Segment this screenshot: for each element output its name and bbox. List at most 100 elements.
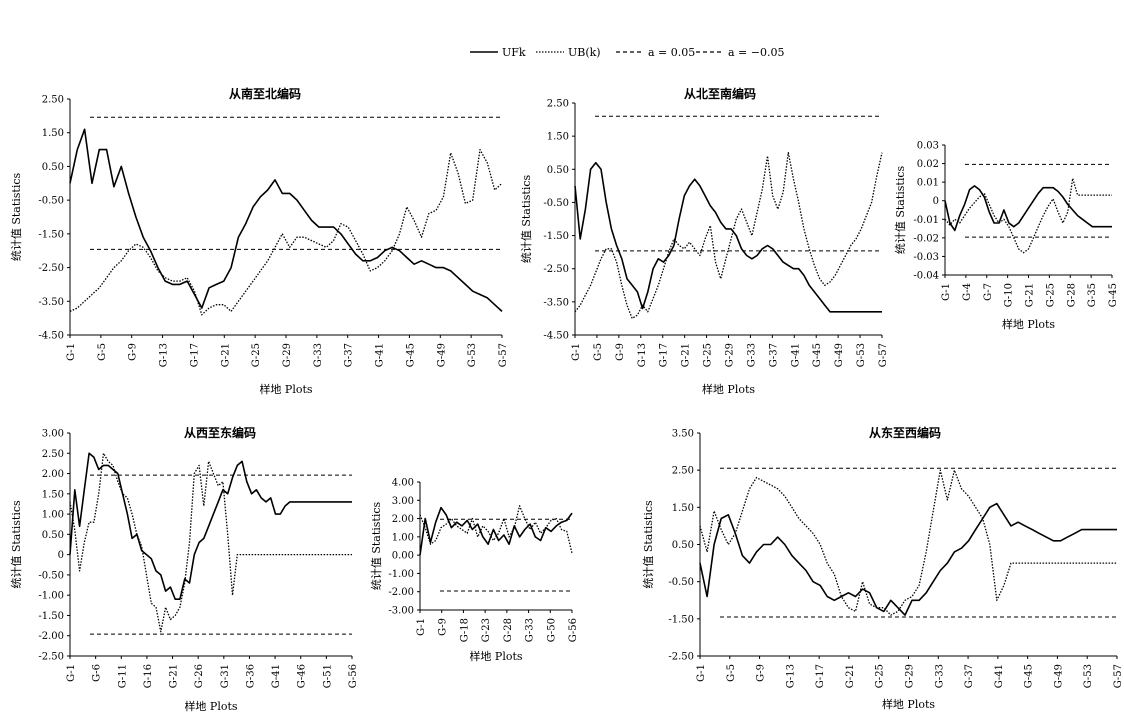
series-line-ufk — [944, 185, 1112, 232]
x-tick-label: G-21 — [1025, 283, 1036, 307]
x-tick-label: G-5 — [593, 343, 604, 361]
x-tick-label: G-37 — [964, 664, 975, 688]
y-tick-label: 0 — [933, 196, 939, 207]
x-tick-label: G-26 — [194, 664, 205, 688]
x-tick-label: G-1 — [696, 664, 707, 682]
x-tick-label: G-1 — [66, 664, 77, 682]
y-tick-label: -2.50 — [668, 652, 694, 663]
legend-ufk-label: UFk — [502, 46, 526, 59]
x-tick-label: G-13 — [637, 343, 648, 367]
x-tick-label: G-21 — [169, 664, 180, 688]
x-tick-label: G-49 — [1053, 664, 1064, 688]
chart-title: 从北至南编码 — [684, 86, 756, 101]
x-tick-label: G-41 — [271, 664, 282, 688]
chart-p2i: 0.03 0.02 0.01 0 -0.01 -0.02 -0.03 -0.04G-1 G-4 G… — [894, 141, 1119, 332]
y-axis-label: 统计值 Statistics — [520, 174, 533, 263]
series-line-ufk — [69, 128, 503, 312]
y-tick-label: 1.50 — [42, 489, 64, 500]
y-tick-label: -1.50 — [38, 611, 64, 622]
chart-p1: 2.501.500.50-0.50-1.50-2.50-3.50-4.50G-1… — [10, 86, 509, 396]
y-tick-label: -2.00 — [38, 631, 64, 642]
y-tick-label: 2.50 — [672, 466, 694, 477]
y-tick-label: -4.50 — [543, 331, 569, 342]
x-axis-label: 样地 Plots — [882, 697, 935, 711]
y-axis-label: 统计值 Statistics — [642, 500, 655, 589]
x-tick-label: G-9 — [438, 618, 449, 636]
x-tick-label: G-46 — [297, 664, 308, 688]
legend-ubk-label: UB(k) — [568, 46, 601, 59]
x-tick-label: G-1 — [66, 343, 77, 361]
x-tick-label: G-18 — [459, 618, 470, 642]
y-tick-label: -0.01 — [913, 215, 939, 226]
y-tick-label: 1.50 — [42, 128, 64, 139]
y-tick-label: -0.50 — [38, 570, 64, 581]
y-tick-label: -1.50 — [543, 231, 569, 242]
y-tick-label: 3.50 — [672, 429, 694, 440]
x-tick-label: G-37 — [768, 343, 779, 367]
x-axis-label: 样地 Plots — [1002, 317, 1055, 331]
chart-p2: 2.501.500.50-0.50-1.50-2.50-3.50-4.50G-1… — [520, 86, 889, 396]
x-tick-label: G-13 — [785, 664, 796, 688]
x-tick-label: G-49 — [834, 343, 845, 367]
chart-title: 从东至西编码 — [869, 425, 941, 440]
x-tick-label: G-45 — [812, 343, 823, 367]
x-tick-label: G-41 — [994, 664, 1005, 688]
x-tick-label: G-9 — [615, 343, 626, 361]
y-tick-label: -0.50 — [38, 196, 64, 207]
x-axis-label: 样地 Plots — [184, 699, 237, 713]
x-tick-label: G-1 — [941, 283, 952, 301]
y-tick-label: 2.00 — [392, 514, 414, 525]
x-tick-label: G-21 — [681, 343, 692, 367]
x-tick-label: G-45 — [1108, 283, 1119, 307]
x-tick-label: G-35 — [1087, 283, 1098, 307]
y-tick-label: 2.50 — [547, 99, 569, 110]
x-axis-label: 样地 Plots — [469, 649, 522, 663]
x-tick-label: G-6 — [92, 664, 103, 682]
x-tick-label: G-29 — [282, 343, 293, 367]
series-line-ubk — [69, 148, 503, 316]
y-tick-label: 0.01 — [917, 178, 939, 189]
x-tick-label: G-56 — [568, 618, 579, 642]
chart-title: 从西至东编码 — [184, 425, 256, 440]
x-tick-label: G-29 — [905, 664, 916, 688]
x-tick-label: G-33 — [313, 343, 324, 367]
y-tick-label: 3.00 — [392, 496, 414, 507]
x-tick-label: G-28 — [1066, 283, 1077, 307]
x-tick-label: G-57 — [878, 343, 889, 367]
x-tick-label: G-23 — [481, 618, 492, 642]
x-tick-label: G-53 — [856, 343, 867, 367]
x-tick-label: G-1 — [571, 343, 582, 361]
series-line-ufk — [699, 502, 1117, 616]
x-axis-label: 样地 Plots — [702, 382, 755, 396]
y-tick-label: 0.03 — [917, 141, 939, 152]
chart-p3i: 4.00 3.00 2.00 1.00 0.00 -1.00 -2.00 -3.00G-1 G-… — [370, 478, 579, 664]
series-line-ubk — [944, 177, 1112, 254]
x-tick-label: G-21 — [220, 343, 231, 367]
y-tick-label: -3.50 — [543, 297, 569, 308]
x-tick-label: G-57 — [498, 343, 509, 367]
y-tick-label: 2.00 — [42, 469, 64, 480]
x-tick-label: G-21 — [845, 664, 856, 688]
x-tick-label: G-37 — [344, 343, 355, 367]
x-tick-label: G-45 — [1024, 664, 1035, 688]
x-tick-label: G-41 — [375, 343, 386, 367]
x-tick-label: G-17 — [815, 664, 826, 688]
x-tick-label: G-36 — [245, 664, 256, 688]
y-tick-label: -4.50 — [38, 331, 64, 342]
x-tick-label: G-51 — [322, 664, 333, 688]
x-tick-label: G-4 — [962, 283, 973, 301]
y-tick-label: 2.50 — [42, 449, 64, 460]
y-tick-label: 0 — [58, 550, 64, 561]
y-tick-label: -1.50 — [668, 614, 694, 625]
x-tick-label: G-33 — [934, 664, 945, 688]
y-tick-label: -1.50 — [38, 229, 64, 240]
x-tick-label: G-1 — [416, 618, 427, 636]
y-tick-label: 2.50 — [42, 95, 64, 106]
x-tick-label: G-28 — [503, 618, 514, 642]
x-tick-label: G-25 — [1045, 283, 1056, 307]
legend: UFk UB(k) a = 0.05 a = −0.05 — [470, 46, 784, 59]
y-tick-label: -3.00 — [388, 606, 414, 617]
y-tick-label: -0.03 — [913, 252, 939, 263]
x-tick-label: G-5 — [97, 343, 108, 361]
y-tick-label: 3.00 — [42, 429, 64, 440]
